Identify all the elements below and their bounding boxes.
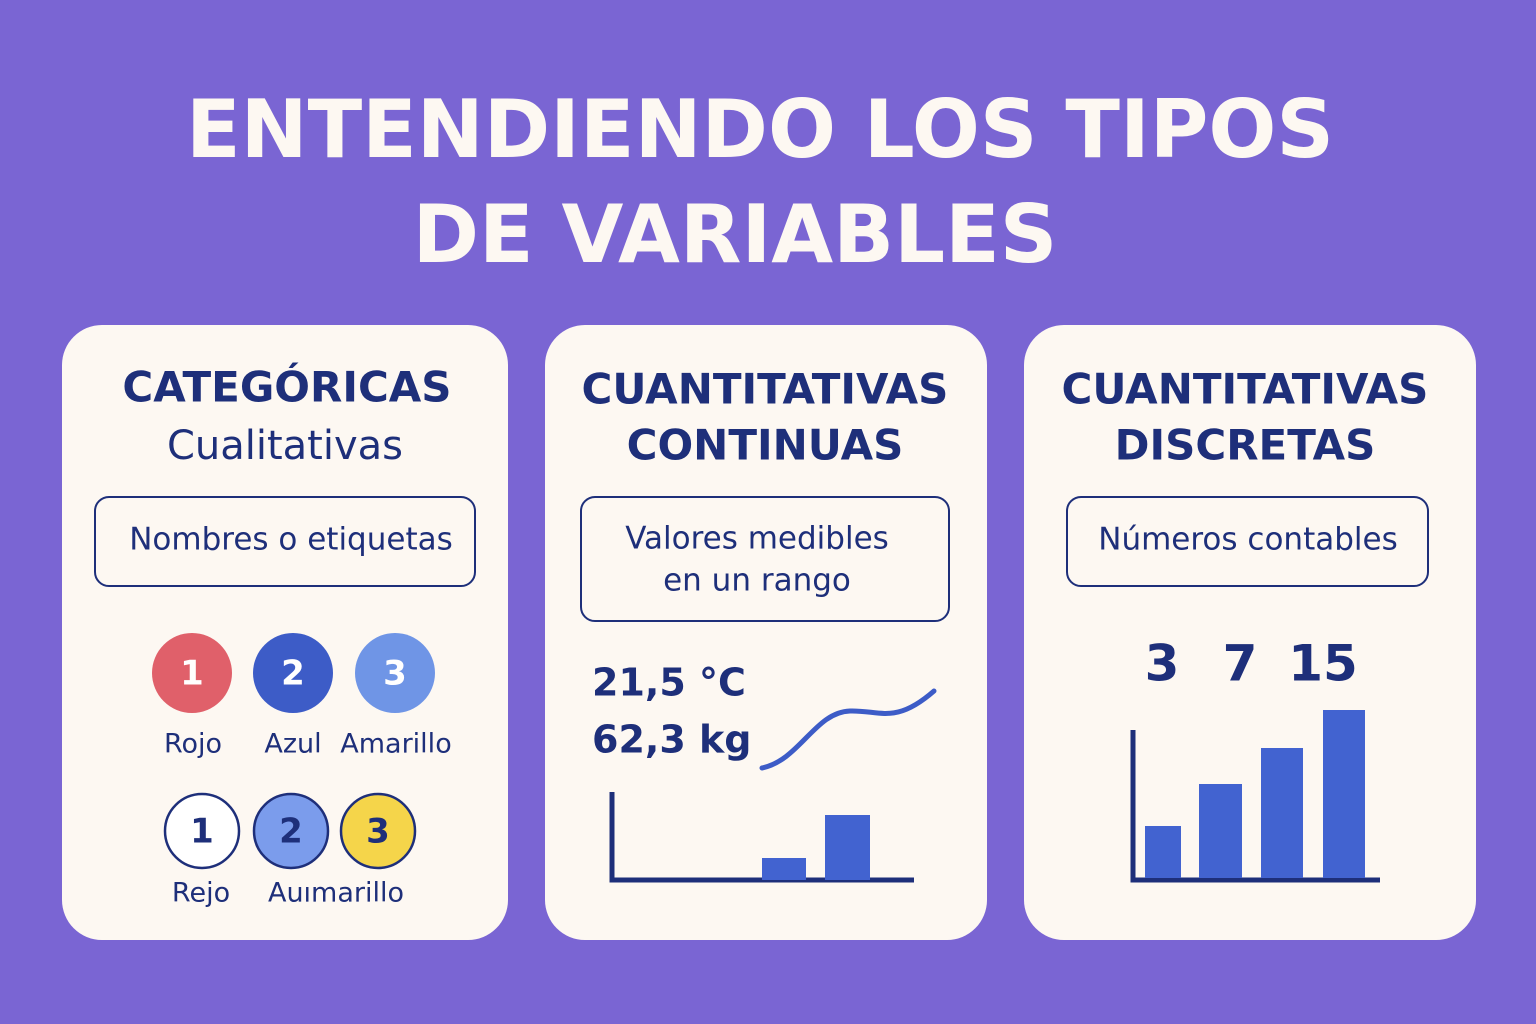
circle-number: 2	[281, 654, 305, 694]
axis	[1130, 730, 1380, 883]
box-text: Nombres o etiquetas	[129, 522, 453, 558]
card	[545, 325, 987, 940]
title-line: ENTENDIENDO LOS TIPOS	[186, 83, 1334, 176]
card-heading: CUANTITATIVAS	[582, 365, 949, 414]
card-heading: CUANTITATIVAS	[1062, 365, 1429, 414]
circle	[253, 633, 333, 713]
circle-label: Rejo	[172, 878, 230, 909]
text-box	[580, 496, 950, 622]
box-text: en un rango	[663, 563, 851, 599]
circle-number: 2	[279, 812, 303, 852]
text-box	[94, 496, 476, 587]
card-heading: CATEGÓRICAS	[122, 362, 451, 412]
circle-number: 1	[180, 654, 204, 694]
bar-icon	[1261, 748, 1303, 878]
circle	[339, 792, 417, 870]
title-line: DE VARIABLES	[413, 188, 1058, 281]
bar-icon	[762, 858, 806, 880]
circle-number: 3	[383, 654, 407, 694]
card-heading: DISCRETAS	[1115, 421, 1376, 470]
bar-icon	[1323, 710, 1365, 878]
bar-icon	[1145, 826, 1181, 878]
card-heading: CONTINUAS	[627, 421, 904, 470]
card	[62, 325, 508, 940]
curve	[759, 688, 937, 771]
circle	[355, 633, 435, 713]
circle-label: Auımarillo	[268, 878, 404, 909]
example-value: 21,5 °C	[592, 661, 746, 705]
example-value: 62,3 kg	[592, 718, 751, 762]
card	[1024, 325, 1476, 940]
count-number: 7	[1223, 635, 1258, 693]
bar-icon	[825, 815, 870, 880]
circle-label: Rojo	[164, 729, 222, 760]
box-text: Valores medibles	[625, 521, 889, 557]
bar-icon	[1199, 784, 1242, 878]
box-text: Números contables	[1098, 522, 1397, 558]
axis	[609, 792, 914, 883]
circle	[163, 792, 241, 870]
circle-number: 3	[366, 812, 390, 852]
circle	[152, 633, 232, 713]
count-number: 3	[1145, 635, 1180, 693]
card-subheading: Cualitativas	[167, 423, 403, 469]
count-number: 15	[1288, 635, 1358, 693]
circle-label: Amarillo	[340, 729, 451, 760]
circle-number: 1	[190, 812, 214, 852]
text-box	[1066, 496, 1429, 587]
circle-label: Azul	[264, 729, 321, 760]
circle	[252, 792, 330, 870]
